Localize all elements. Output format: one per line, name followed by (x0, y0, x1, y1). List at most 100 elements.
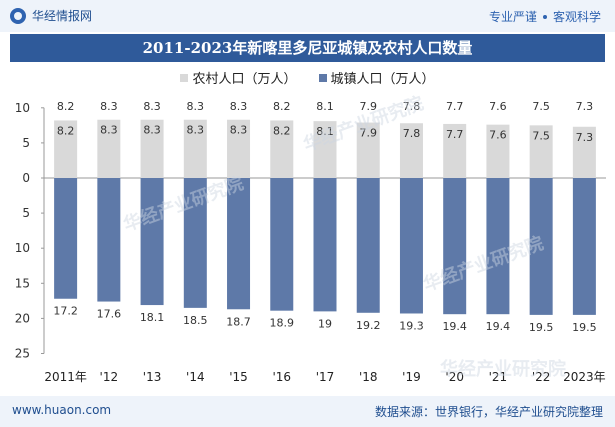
brand-name: 华经情报网 (32, 9, 93, 23)
data-label-rural: 8.3 (230, 124, 248, 137)
watermark: 华经产业研究院 (440, 359, 566, 380)
bar-rural (54, 120, 78, 178)
data-label-top: 8.3 (187, 100, 205, 113)
y-tick-label: 25 (15, 347, 30, 361)
bar-urban (313, 178, 337, 312)
data-label-urban: 18.7 (226, 315, 251, 328)
data-label-rural: 7.7 (446, 128, 464, 141)
data-label-top: 8.3 (100, 100, 118, 113)
data-label-top: 7.7 (446, 100, 464, 113)
brand-logo-icon (10, 7, 26, 24)
data-label-urban: 19.3 (399, 319, 424, 332)
data-label-top: 8.2 (273, 100, 291, 113)
bar-rural (443, 123, 467, 178)
bar-rural (356, 122, 380, 178)
data-label-rural: 7.6 (489, 129, 507, 142)
x-tick-label: '15 (229, 370, 248, 384)
data-label-urban: 17.2 (53, 305, 78, 318)
footer: www.huaon.com 数据来源：世界银行，华经产业研究院整理 (0, 396, 615, 427)
data-label-top: 7.9 (359, 100, 377, 113)
bar-urban (183, 178, 207, 308)
tagline: 专业严谨 客观科学 (489, 8, 601, 25)
data-label-urban: 18.5 (183, 314, 208, 327)
chart-legend: 农村人口（万人） 城镇人口（万人） (0, 68, 615, 87)
data-label-top: 7.5 (532, 100, 550, 113)
bar-rural (227, 119, 251, 178)
x-tick-label: '14 (186, 370, 205, 384)
y-tick-label: 0 (22, 171, 30, 185)
y-tick-label: 20 (15, 311, 30, 325)
bar-rural (399, 123, 423, 178)
legend-label-rural: 农村人口（万人） (192, 72, 297, 87)
data-label-urban: 17.6 (97, 308, 122, 321)
data-label-top: 7.6 (489, 100, 507, 113)
x-tick-label: 2011年 (44, 370, 87, 384)
bar-rural (270, 120, 294, 178)
data-label-urban: 19.5 (572, 321, 597, 334)
bar-urban (54, 178, 78, 299)
data-label-rural: 8.2 (273, 124, 291, 137)
data-label-urban: 19.4 (442, 320, 467, 333)
data-label-rural: 8.3 (100, 124, 118, 137)
bar-urban (443, 178, 467, 315)
data-label-rural: 8.3 (187, 124, 205, 137)
data-label-rural: 8.3 (143, 124, 161, 137)
legend-swatch-rural (180, 73, 189, 82)
data-label-rural: 8.1 (316, 125, 334, 138)
bar-rural (313, 121, 337, 178)
tagline-right: 客观科学 (552, 10, 601, 24)
bar-rural (486, 124, 510, 178)
bar-rural (183, 119, 207, 178)
footer-source: 数据来源：世界银行，华经产业研究院整理 (374, 405, 603, 419)
data-label-urban: 19.2 (356, 319, 381, 332)
bar-urban (270, 178, 294, 311)
data-label-top: 8.1 (316, 100, 334, 113)
data-label-urban: 19 (318, 317, 332, 330)
top-bar: 华经情报网 专业严谨 客观科学 (0, 0, 615, 32)
x-tick-label: '21 (489, 370, 508, 384)
data-label-urban: 18.1 (140, 311, 165, 324)
chart-title: 2011-2023年新喀里多尼亚城镇及农村人口数量 (10, 34, 605, 62)
bar-rural (140, 119, 164, 178)
brand: 华经情报网 (10, 7, 92, 24)
data-label-rural: 8.2 (57, 124, 75, 137)
dot-icon (542, 15, 547, 19)
data-label-rural: 7.3 (576, 131, 594, 144)
data-label-top: 8.2 (57, 100, 75, 113)
x-tick-label: '17 (316, 370, 335, 384)
bar-urban (572, 178, 596, 315)
bar-rural (529, 125, 553, 178)
bar-rural (97, 119, 121, 178)
footer-url[interactable]: www.huaon.com (12, 403, 112, 417)
data-label-rural: 7.8 (403, 127, 421, 140)
y-tick-label: 15 (15, 276, 30, 290)
x-tick-label: '18 (359, 370, 378, 384)
y-tick-label: 10 (15, 241, 30, 255)
y-tick-label: 5 (22, 136, 30, 150)
data-label-top: 7.3 (576, 100, 594, 113)
bar-urban (356, 178, 380, 313)
data-label-urban: 18.9 (270, 317, 295, 330)
legend-item-rural: 农村人口（万人） (180, 68, 297, 87)
bar-urban (486, 178, 510, 315)
data-label-top: 7.8 (403, 100, 421, 113)
bar-urban (399, 178, 423, 314)
data-label-top: 8.3 (230, 100, 248, 113)
tagline-left: 专业严谨 (488, 10, 537, 24)
x-tick-label: '20 (445, 370, 464, 384)
bar-urban (97, 178, 121, 302)
x-tick-label: '16 (272, 370, 291, 384)
data-label-urban: 19.5 (529, 321, 554, 334)
legend-label-urban: 城镇人口（万人） (330, 72, 435, 87)
bar-urban (529, 178, 553, 315)
x-tick-label: '19 (402, 370, 421, 384)
data-label-rural: 7.9 (359, 127, 377, 140)
data-label-urban: 19.4 (486, 320, 511, 333)
x-tick-label: '12 (100, 370, 119, 384)
x-tick-label: 2023年 (563, 370, 606, 384)
bar-rural (572, 126, 596, 178)
y-tick-label: 5 (22, 206, 30, 220)
data-label-top: 8.3 (143, 100, 161, 113)
y-tick-label: 10 (15, 101, 30, 115)
legend-swatch-urban (318, 73, 327, 82)
